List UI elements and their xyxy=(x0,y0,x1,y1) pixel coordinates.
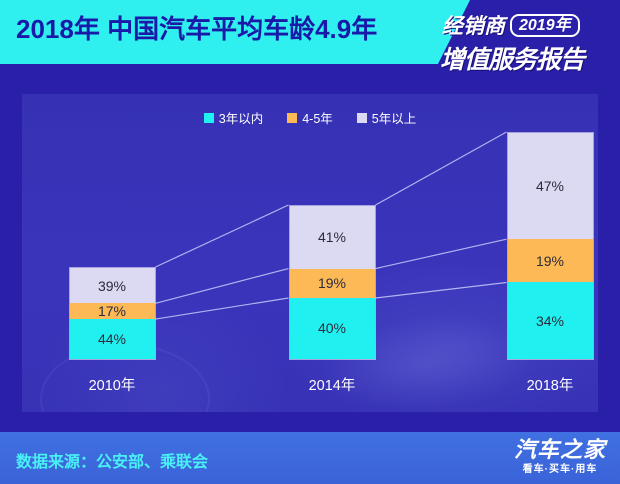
connector-line xyxy=(375,238,507,270)
connector-line xyxy=(155,204,289,268)
page-title: 2018年 中国汽车平均车龄4.9年 xyxy=(16,14,378,44)
bar-segment-value-label: 19% xyxy=(535,252,565,269)
badge-top-row: 经销商 2019年 xyxy=(442,10,580,40)
badge-dealer-label: 经销商 xyxy=(442,15,505,38)
brand-logo: 汽车之家 看车·买车·用车 xyxy=(514,439,606,475)
bar-segment[interactable]: 41% xyxy=(289,206,375,269)
chart-legend: 3年以内 4-5年 5年以上 xyxy=(22,108,598,127)
legend-item-1[interactable]: 4-5年 xyxy=(287,108,333,127)
x-axis-label: 2018年 xyxy=(526,378,574,394)
badge-year-label: 2019年 xyxy=(510,13,580,37)
header-bar: 2018年 中国汽车平均车龄4.9年 经销商 2019年 增值服务报告 xyxy=(0,0,620,82)
bar-segment-value-label: 44% xyxy=(97,331,127,348)
footer-bar: 数据来源：公安部、乘联会 汽车之家 看车·买车·用车 xyxy=(0,432,620,484)
brand-logo-name: 汽车之家 xyxy=(513,437,606,462)
badge-subtitle-label: 增值服务报告 xyxy=(440,46,585,74)
x-axis-label: 2014年 xyxy=(308,378,356,394)
stacked-bar[interactable]: 39% 17% 44% xyxy=(68,267,156,360)
legend-item-0[interactable]: 3年以内 xyxy=(203,108,264,127)
legend-label: 5年以上 xyxy=(371,112,417,126)
bar-segment[interactable]: 44% xyxy=(69,319,155,359)
bar-segment[interactable]: 19% xyxy=(289,268,375,298)
brand-logo-tagline: 看车·买车·用车 xyxy=(522,464,598,475)
bar-segment-value-label: 34% xyxy=(535,312,565,329)
bar-segment-value-label: 47% xyxy=(535,178,565,195)
header-cyan-banner xyxy=(0,0,470,64)
bar-segment[interactable]: 19% xyxy=(507,239,593,283)
bar-segment[interactable]: 34% xyxy=(507,282,593,359)
connector-line xyxy=(155,267,289,304)
footer-spacer xyxy=(0,412,620,432)
data-source-label: 数据来源：公安部、乘联会 xyxy=(16,454,209,471)
legend-swatch-icon xyxy=(287,112,298,123)
bar-segment-value-label: 19% xyxy=(317,275,347,292)
bar-segment-value-label: 17% xyxy=(97,303,127,320)
bar-segment[interactable]: 40% xyxy=(289,297,375,359)
legend-item-2[interactable]: 5年以上 xyxy=(356,108,417,127)
x-axis-labels: 2010年 2014年 2018年 xyxy=(22,374,598,398)
report-badge: 经销商 2019年 增值服务报告 xyxy=(438,4,620,80)
stacked-bar[interactable]: 47% 19% 34% xyxy=(506,132,594,360)
connector-line xyxy=(375,131,507,206)
bar-segment-value-label: 40% xyxy=(317,320,347,337)
x-axis-label: 2010年 xyxy=(88,378,136,394)
stacked-bar[interactable]: 41% 19% 40% xyxy=(288,205,376,360)
legend-label: 4-5年 xyxy=(302,112,333,126)
chart-panel: 3年以内 4-5年 5年以上 39% 17% 44% 41% 19% 40% 47% 19% 34%… xyxy=(22,94,598,412)
bar-segment-value-label: 41% xyxy=(317,229,347,246)
bar-segment[interactable]: 47% xyxy=(507,133,593,240)
bar-segment[interactable]: 17% xyxy=(69,303,155,320)
legend-label: 3年以内 xyxy=(218,112,264,126)
connector-line xyxy=(375,281,507,299)
legend-swatch-icon xyxy=(203,112,214,123)
legend-swatch-icon xyxy=(356,112,367,123)
bar-segment-value-label: 39% xyxy=(97,277,127,294)
connector-line xyxy=(155,297,289,320)
bar-segment[interactable]: 39% xyxy=(69,268,155,304)
